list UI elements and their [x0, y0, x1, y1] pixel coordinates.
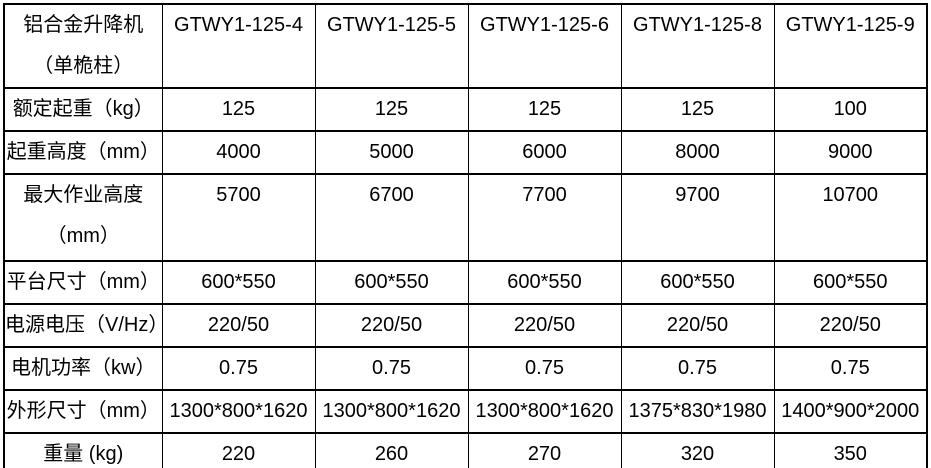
table-cell: 600*550 [314, 260, 469, 305]
row-label: 起重高度（mm） [3, 130, 163, 175]
table-row-overall-size: 外形尺寸（mm） 1300*800*1620 1300*800*1620 130… [3, 389, 928, 434]
table-cell: 1400*900*2000 [773, 389, 928, 434]
table-row-lift-height: 起重高度（mm） 4000 5000 6000 8000 9000 [3, 130, 928, 175]
row-label: 额定起重（kg） [3, 87, 163, 132]
row-label: 电机功率（kw） [3, 346, 163, 391]
table-cell: 0.75 [773, 346, 928, 391]
table-cell: 260 [314, 432, 469, 468]
table-cell: 0.75 [161, 346, 316, 391]
row-label-line1: 最大作业高度 [23, 184, 144, 206]
table-cell: 220/50 [467, 303, 622, 348]
row-label: 最大作业高度 （mm） [3, 173, 163, 262]
table-cell: 600*550 [620, 260, 775, 305]
product-name-line1: 铝合金升降机 [23, 14, 144, 36]
row-label: 外形尺寸（mm） [3, 389, 163, 434]
table-row-rated-load: 额定起重（kg） 125 125 125 125 100 [3, 87, 928, 132]
table-cell: 320 [620, 432, 775, 468]
product-name-line2: （单桅柱） [33, 55, 134, 77]
table-row-motor-power: 电机功率（kw） 0.75 0.75 0.75 0.75 0.75 [3, 346, 928, 391]
table-cell: 5700 [161, 173, 316, 262]
row-label-line2: （mm） [46, 225, 120, 247]
row-label: 电源电压（V/Hz） [3, 303, 163, 348]
table-cell: 350 [773, 432, 928, 468]
product-name-cell: 铝合金升降机 （单桅柱） [3, 3, 163, 89]
table-cell: 6000 [467, 130, 622, 175]
table-row-platform-size: 平台尺寸（mm） 600*550 600*550 600*550 600*550… [3, 260, 928, 305]
table-cell: 6700 [314, 173, 469, 262]
model-header-cell: GTWY1-125-9 [773, 3, 928, 89]
table-cell: 0.75 [620, 346, 775, 391]
row-label: 平台尺寸（mm） [3, 260, 163, 305]
table-row-max-work-height: 最大作业高度 （mm） 5700 6700 7700 9700 10700 [3, 173, 928, 262]
table-cell: 1300*800*1620 [314, 389, 469, 434]
table-cell: 125 [314, 87, 469, 132]
table-cell: 1300*800*1620 [161, 389, 316, 434]
table-cell: 10700 [773, 173, 928, 262]
table-cell: 125 [620, 87, 775, 132]
table-cell: 0.75 [314, 346, 469, 391]
model-header-cell: GTWY1-125-6 [467, 3, 622, 89]
table-cell: 270 [467, 432, 622, 468]
table-cell: 9000 [773, 130, 928, 175]
table-cell: 1375*830*1980 [620, 389, 775, 434]
table-header-row: 铝合金升降机 （单桅柱） GTWY1-125-4 GTWY1-125-5 GTW… [3, 3, 928, 89]
table-cell: 220/50 [620, 303, 775, 348]
table-cell: 125 [467, 87, 622, 132]
table-cell: 9700 [620, 173, 775, 262]
table-cell: 125 [161, 87, 316, 132]
table-cell: 600*550 [467, 260, 622, 305]
table-row-weight: 重量 (kg) 220 260 270 320 350 [3, 432, 928, 468]
row-label: 重量 (kg) [3, 432, 163, 468]
table-cell: 1300*800*1620 [467, 389, 622, 434]
table-cell: 220/50 [773, 303, 928, 348]
table-row-voltage: 电源电压（V/Hz） 220/50 220/50 220/50 220/50 2… [3, 303, 928, 348]
model-header-cell: GTWY1-125-8 [620, 3, 775, 89]
model-header-cell: GTWY1-125-4 [161, 3, 316, 89]
table-cell: 5000 [314, 130, 469, 175]
table-cell: 7700 [467, 173, 622, 262]
table-cell: 600*550 [161, 260, 316, 305]
table-cell: 0.75 [467, 346, 622, 391]
table-cell: 4000 [161, 130, 316, 175]
model-header-cell: GTWY1-125-5 [314, 3, 469, 89]
table-cell: 220 [161, 432, 316, 468]
table-cell: 220/50 [314, 303, 469, 348]
table-cell: 600*550 [773, 260, 928, 305]
table-cell: 100 [773, 87, 928, 132]
table-cell: 8000 [620, 130, 775, 175]
table-cell: 220/50 [161, 303, 316, 348]
spec-table: 铝合金升降机 （单桅柱） GTWY1-125-4 GTWY1-125-5 GTW… [3, 3, 928, 468]
